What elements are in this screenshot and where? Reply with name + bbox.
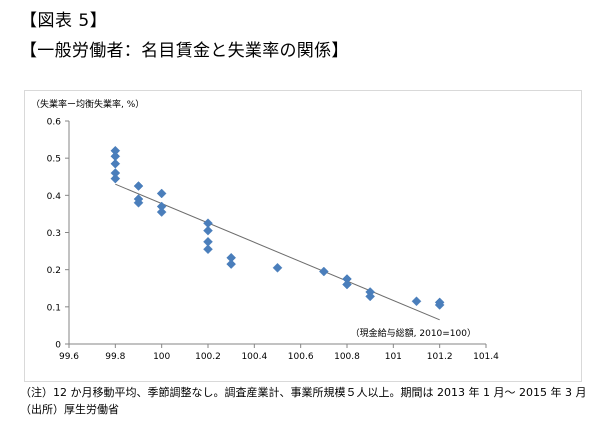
data-point-marker: [203, 225, 213, 236]
y-tick-label: 0.5: [47, 155, 61, 165]
data-point-marker: [365, 291, 376, 302]
data-point-marker: [133, 197, 144, 208]
scatter-chart: （失業率ー均衡失業率, %） 0 0.1 0.2 0.3 0.4 0.5 0.6 99.6 99.…: [31, 98, 499, 362]
x-tick-label: 100.4: [241, 352, 267, 362]
data-point-marker: [342, 279, 352, 290]
data-point-marker: [110, 158, 121, 169]
figure-title: 【一般労働者：名目賃金と失業率の関係】: [20, 41, 349, 61]
data-point-marker: [133, 181, 144, 191]
trendline: [115, 183, 440, 321]
x-tick-label: 101.2: [427, 352, 453, 362]
data-point-marker: [226, 259, 237, 269]
y-tick-label: 0.4: [47, 192, 62, 202]
y-tick-label: 0.3: [47, 229, 61, 239]
x-tick-label: 99.8: [105, 352, 125, 362]
data-point-marker: [156, 188, 167, 199]
x-tick-label: 100: [153, 352, 170, 362]
notes-block: （注）12 か月移動平均、季節調整なし。調査産業計、事業所規模５人以上。期間は …: [20, 384, 586, 418]
x-axis-label: （現金給与総額, 2010=100）: [351, 327, 476, 339]
figure-label: 【図表 5】: [20, 11, 108, 31]
data-point-marker: [318, 266, 329, 277]
x-tick-label: 100.2: [195, 352, 221, 362]
data-point-marker: [411, 296, 422, 307]
data-point-marker: [434, 300, 445, 310]
data-point-marker: [110, 173, 121, 184]
note-text: （注）12 か月移動平均、季節調整なし。調査産業計、事業所規模５人以上。期間は …: [20, 386, 587, 399]
y-tick-label: 0: [55, 341, 61, 351]
x-tick-label: 100.8: [334, 352, 360, 362]
data-point-marker: [272, 262, 283, 273]
x-tick-label: 101.4: [473, 352, 499, 362]
source-text: （出所）厚生労働省: [20, 403, 119, 416]
y-tick-label: 0.2: [47, 266, 61, 276]
x-tick-label: 100.6: [288, 352, 314, 362]
y-axis-label: （失業率ー均衡失業率, %）: [31, 98, 144, 110]
data-point-marker: [156, 207, 167, 217]
x-tick-label: 101: [385, 352, 402, 362]
data-point-marker: [203, 244, 213, 255]
x-tick-label: 99.6: [59, 352, 79, 362]
chart-area: （失業率ー均衡失業率, %） 0 0.1 0.2 0.3 0.4 0.5 0.6 99.6 99.…: [24, 90, 582, 382]
y-tick-label: 0.6: [47, 118, 62, 128]
y-tick-label: 0.1: [47, 303, 61, 313]
